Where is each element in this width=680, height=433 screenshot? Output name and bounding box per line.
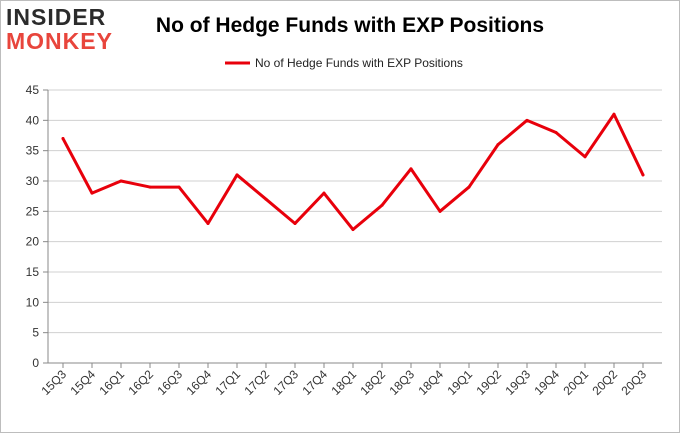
x-tick-label: 17Q1 bbox=[212, 367, 243, 398]
data-point bbox=[496, 143, 500, 147]
x-tick-label: 15Q4 bbox=[67, 367, 98, 398]
x-tick-label: 18Q4 bbox=[415, 367, 446, 398]
y-tick-label: 10 bbox=[26, 295, 40, 309]
x-tick-label: 16Q4 bbox=[183, 367, 214, 398]
y-tick-label: 20 bbox=[26, 235, 40, 249]
data-point bbox=[554, 130, 558, 134]
y-tick-label: 5 bbox=[32, 326, 39, 340]
chart-title: No of Hedge Funds with EXP Positions bbox=[155, 14, 545, 37]
y-tick-label: 15 bbox=[26, 265, 40, 279]
x-tick-label: 19Q2 bbox=[473, 367, 504, 398]
data-point bbox=[264, 197, 268, 201]
x-tick-labels: 15Q315Q416Q116Q216Q316Q417Q117Q217Q317Q4… bbox=[38, 367, 649, 398]
x-tick-label: 16Q3 bbox=[154, 367, 185, 398]
data-point bbox=[293, 221, 297, 225]
data-point bbox=[206, 221, 210, 225]
data-point bbox=[177, 185, 181, 189]
insider-monkey-logo: INSIDER MONKEY bbox=[6, 6, 128, 56]
data-point bbox=[119, 179, 123, 183]
logo-line-1: INSIDER bbox=[6, 4, 107, 30]
data-point bbox=[380, 203, 384, 207]
data-point bbox=[583, 155, 587, 159]
x-tick-label: 18Q3 bbox=[386, 367, 417, 398]
data-point bbox=[90, 191, 94, 195]
x-tick-label: 20Q1 bbox=[560, 367, 591, 398]
x-tick-label: 19Q3 bbox=[502, 367, 533, 398]
x-tick-label: 16Q1 bbox=[96, 367, 127, 398]
series-group bbox=[61, 112, 645, 232]
x-tick-label: 18Q1 bbox=[328, 367, 359, 398]
x-tick-label: 20Q3 bbox=[618, 367, 649, 398]
x-tick-label: 15Q3 bbox=[38, 367, 69, 398]
y-tick-label: 30 bbox=[26, 174, 40, 188]
legend-label: No of Hedge Funds with EXP Positions bbox=[255, 56, 463, 70]
data-point bbox=[641, 173, 645, 177]
x-tick-label: 18Q2 bbox=[357, 367, 388, 398]
x-tick-label: 16Q2 bbox=[125, 367, 156, 398]
legend: No of Hedge Funds with EXP Positions bbox=[225, 56, 463, 70]
data-point bbox=[61, 137, 65, 141]
x-tick-label: 17Q3 bbox=[270, 367, 301, 398]
y-tick-labels: 0 5 10 15 20 25 30 35 40 45 bbox=[26, 83, 40, 370]
data-point bbox=[612, 112, 616, 116]
axes bbox=[43, 89, 662, 368]
data-point bbox=[467, 185, 471, 189]
x-tick-label: 20Q2 bbox=[589, 367, 620, 398]
data-point bbox=[148, 185, 152, 189]
logo-line-2: MONKEY bbox=[6, 28, 113, 54]
data-point bbox=[409, 167, 413, 171]
x-tick-label: 19Q1 bbox=[444, 367, 475, 398]
data-point bbox=[525, 118, 529, 122]
data-point bbox=[322, 191, 326, 195]
x-tick-label: 17Q2 bbox=[241, 367, 272, 398]
x-tick-label: 17Q4 bbox=[299, 367, 330, 398]
data-point bbox=[351, 228, 355, 232]
y-tick-label: 0 bbox=[32, 356, 39, 370]
y-tick-label: 25 bbox=[26, 204, 40, 218]
x-tick-label: 19Q4 bbox=[531, 367, 562, 398]
y-tick-label: 35 bbox=[26, 144, 40, 158]
data-point bbox=[438, 209, 442, 213]
y-tick-label: 45 bbox=[26, 83, 40, 97]
data-point bbox=[235, 173, 239, 177]
y-tick-label: 40 bbox=[26, 113, 40, 127]
